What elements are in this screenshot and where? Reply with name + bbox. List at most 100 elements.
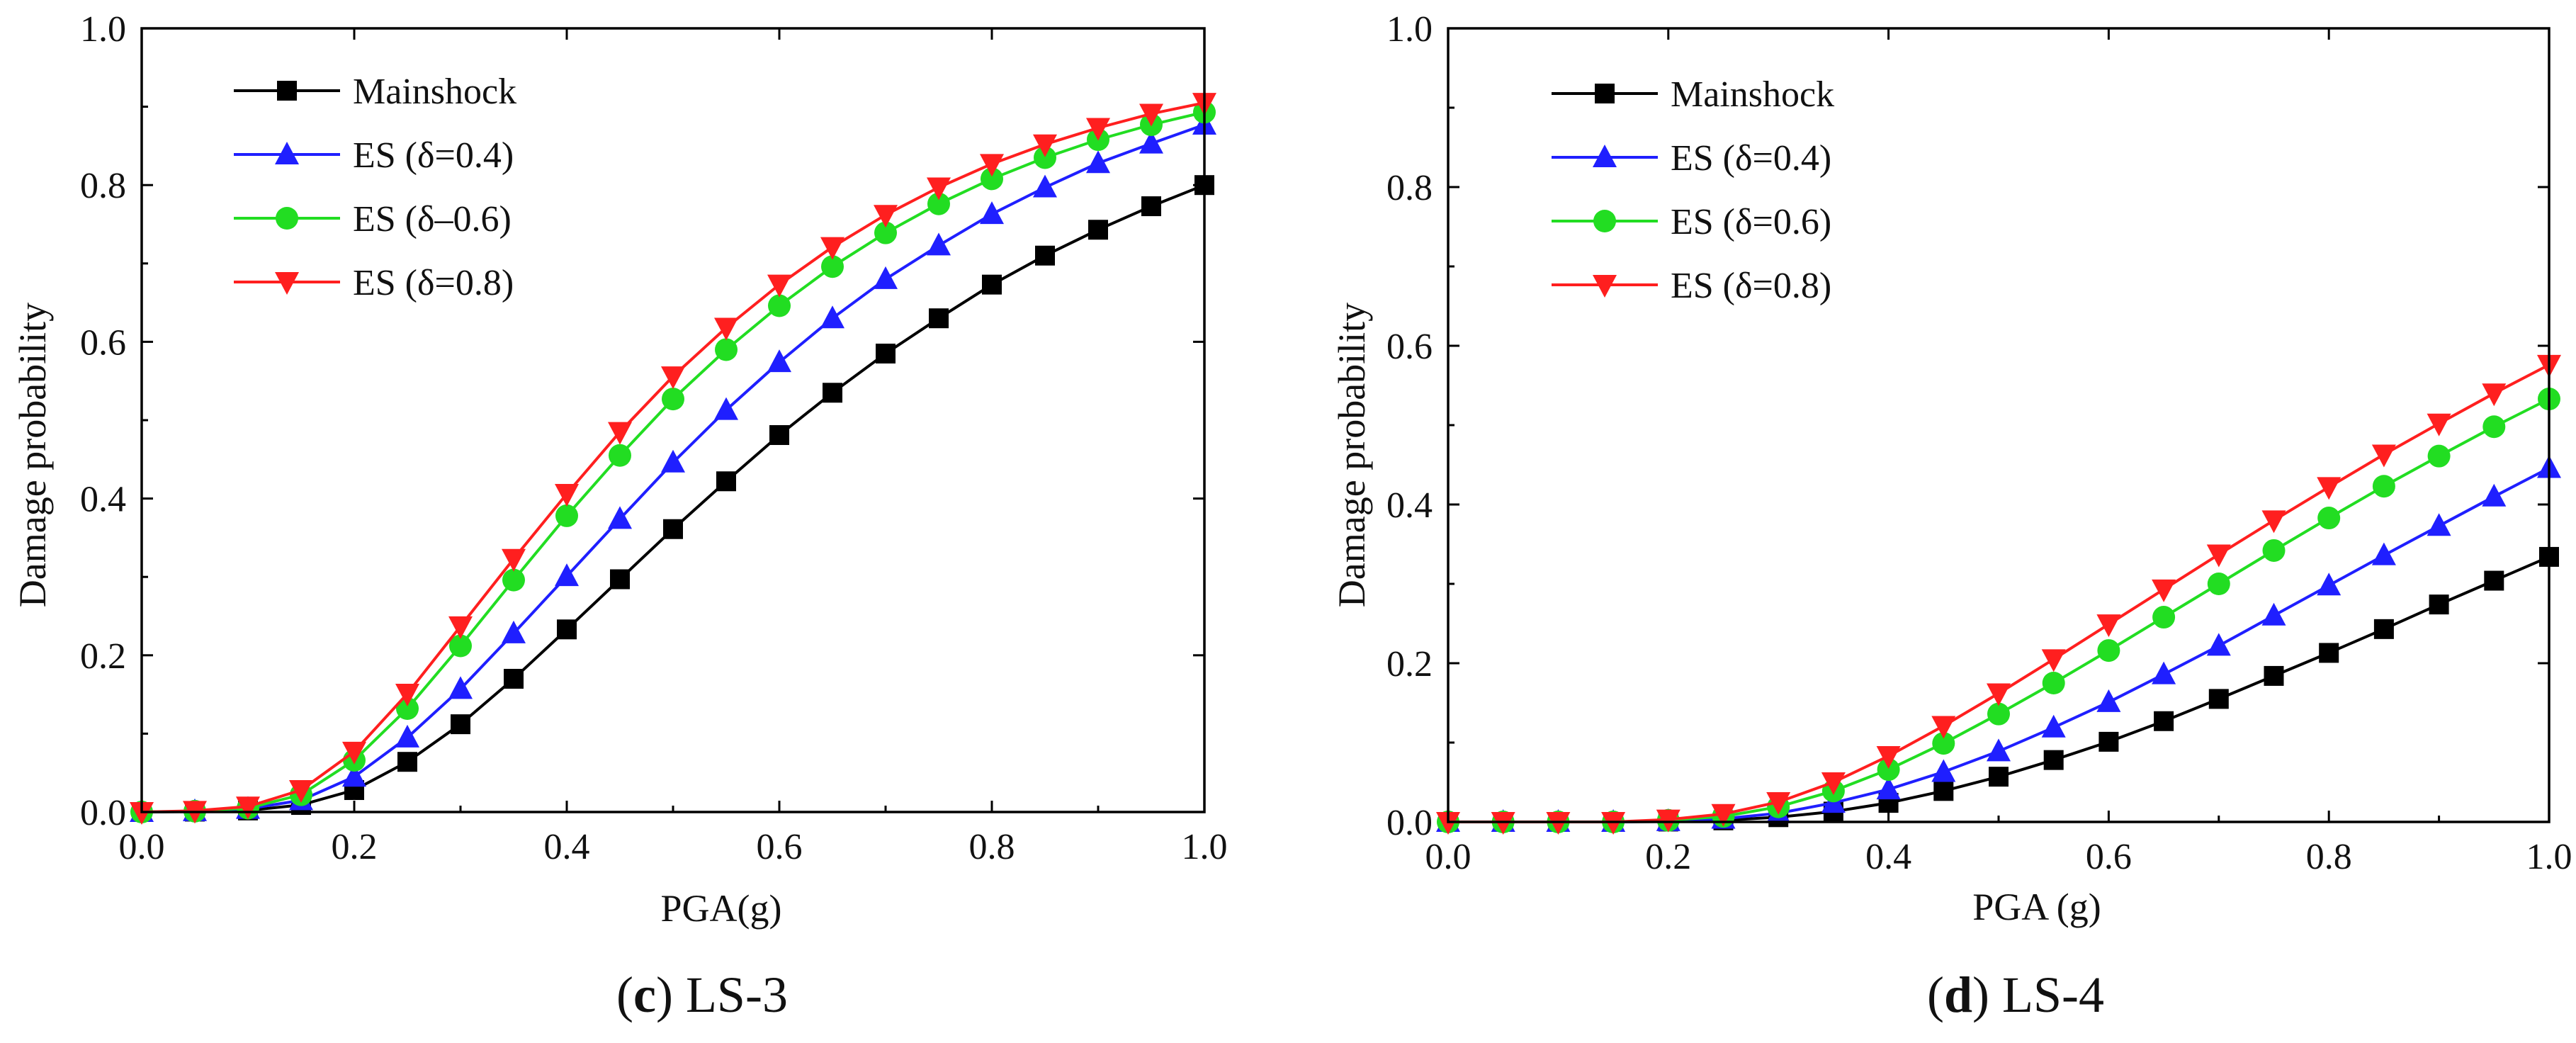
axes-frame-ls4 — [1447, 27, 2550, 823]
data-point-ls3-3 — [820, 237, 844, 260]
data-point-ls3-3 — [1033, 134, 1057, 157]
data-point-ls4-3 — [1987, 683, 2011, 706]
data-point-ls4-2 — [2097, 639, 2120, 663]
data-point-ls4-0 — [2319, 643, 2339, 663]
data-point-ls4-3 — [1931, 716, 1956, 739]
data-point-ls4-2 — [2207, 573, 2230, 595]
data-point-ls3-3 — [661, 366, 685, 390]
data-point-ls4-1 — [2152, 661, 2176, 684]
data-point-ls4-3 — [1711, 804, 1736, 827]
y-tick-label-ls4: 0.8 — [1386, 168, 1433, 208]
data-point-ls3-0 — [982, 274, 1002, 295]
data-point-ls3-0 — [1141, 196, 1161, 217]
data-point-ls3-1 — [395, 724, 419, 748]
data-point-ls4-1 — [1987, 738, 2011, 762]
axes-frame-ls3 — [140, 27, 1206, 813]
y-axis-title-ls3: Damage probability — [11, 303, 54, 607]
data-point-ls4-0 — [2043, 750, 2064, 770]
data-point-ls4-0 — [1989, 767, 2009, 787]
data-point-ls3-3 — [555, 483, 579, 507]
data-point-ls3-1 — [927, 232, 951, 256]
y-tick-label-ls4: 1.0 — [1386, 9, 1433, 50]
data-point-ls4-3 — [1821, 772, 1846, 795]
legend-marker-ls4-2 — [1593, 210, 1616, 232]
data-point-ls3-1 — [714, 397, 738, 420]
data-point-ls4-3 — [2206, 544, 2231, 568]
chart-panel-ls3: 0.0 0.2 0.4 0.6 0.8 1.0 0.0 0.2 0.4 0.6 0.8 1.0 Main… — [11, 9, 1228, 1023]
legend-label-ls3-3: ES (δ=0.8) — [353, 263, 514, 303]
data-point-ls3-1 — [448, 676, 473, 699]
data-point-ls3-0 — [823, 383, 842, 403]
data-point-ls4-3 — [2152, 579, 2176, 602]
x-tick-label-ls4: 0.6 — [2086, 837, 2132, 877]
y-tick-label-ls4: 0.6 — [1386, 327, 1433, 367]
legend-label-ls4-1: ES (δ=0.4) — [1671, 138, 1831, 179]
data-point-ls3-2 — [396, 697, 419, 721]
data-point-ls3-1 — [661, 449, 685, 473]
data-point-ls3-2 — [609, 444, 631, 467]
data-point-ls4-2 — [2317, 507, 2341, 530]
data-point-ls3-0 — [557, 619, 577, 640]
legend-marker-ls3-1 — [275, 142, 299, 164]
data-point-ls3-1 — [1139, 130, 1163, 154]
data-point-ls3-2 — [927, 192, 950, 215]
data-point-ls3-3 — [714, 317, 738, 341]
legend-label-ls4-2: ES (δ=0.6) — [1671, 202, 1831, 242]
data-point-ls4-3 — [1436, 812, 1460, 835]
caption-ls3: (c) LS-3 — [616, 966, 788, 1023]
x-tick-label-ls4: 1.0 — [2526, 837, 2572, 877]
caption-letter-ls4: d — [1944, 966, 1972, 1023]
data-point-ls3-3 — [1086, 118, 1110, 141]
x-tick-label-ls3: 0.6 — [757, 827, 803, 867]
data-point-ls3-0 — [451, 714, 470, 735]
data-point-ls4-3 — [1766, 792, 1791, 815]
series-line-ls3-0 — [141, 184, 1205, 813]
data-point-ls4-1 — [2371, 542, 2396, 565]
data-point-ls3-1 — [502, 620, 526, 643]
plot-area-ls3: 0.0 0.2 0.4 0.6 0.8 1.0 0.0 0.2 0.4 0.6 0.8 1.0 Main… — [80, 9, 1228, 867]
y-tick-label-ls3: 0.0 — [80, 793, 126, 833]
data-point-ls3-2 — [449, 634, 472, 658]
legend-marker-ls3-2 — [276, 207, 298, 230]
legend-marker-ls3-3 — [275, 272, 299, 295]
legend-label-ls3-2: ES (δ–0.6) — [353, 199, 512, 239]
data-point-ls3-0 — [716, 471, 736, 492]
data-point-ls4-2 — [1987, 702, 2010, 726]
data-point-ls4-2 — [2372, 475, 2395, 498]
data-point-ls4-1 — [1931, 759, 1956, 782]
data-point-ls4-0 — [1933, 781, 1954, 801]
data-point-ls3-0 — [610, 569, 630, 590]
data-point-ls3-2 — [874, 221, 897, 244]
data-point-ls4-3 — [2261, 510, 2286, 534]
data-point-ls3-0 — [663, 519, 683, 539]
data-point-ls4-1 — [2427, 513, 2451, 536]
data-point-ls4-1 — [2261, 602, 2286, 626]
x-tick-label-ls3: 0.8 — [969, 827, 1015, 867]
data-point-ls4-3 — [2317, 477, 2341, 500]
data-point-ls3-1 — [608, 506, 632, 529]
x-tick-label-ls4: 0.0 — [1425, 837, 1471, 877]
x-tick-label-ls4: 0.8 — [2306, 837, 2352, 877]
data-point-ls3-0 — [876, 343, 896, 363]
data-point-ls4-3 — [2041, 649, 2066, 672]
data-point-ls4-2 — [2262, 539, 2286, 562]
data-point-ls3-3 — [980, 154, 1004, 177]
y-tick-label-ls3: 0.2 — [80, 636, 126, 677]
x-tick-label-ls3: 0.4 — [544, 827, 590, 867]
data-point-ls4-0 — [2208, 689, 2229, 709]
chart-panel-ls4: 0.0 0.2 0.4 0.6 0.8 1.0 0.0 0.2 0.4 0.6 0.8 1.0 Main… — [1331, 9, 2572, 1023]
x-axis-title-ls3: PGA(g) — [661, 887, 782, 930]
legend-label-ls3-1: ES (δ=0.4) — [353, 135, 514, 176]
legend-label-ls4-0: Mainshock — [1671, 74, 1834, 115]
data-point-ls3-0 — [929, 308, 949, 329]
data-point-ls4-3 — [1876, 746, 1901, 769]
data-point-ls3-3 — [289, 780, 313, 804]
data-point-ls4-2 — [2042, 672, 2065, 694]
data-point-ls3-0 — [504, 668, 524, 689]
data-point-ls3-0 — [397, 752, 417, 772]
y-tick-label-ls3: 1.0 — [80, 9, 126, 50]
data-point-ls4-3 — [1491, 812, 1515, 835]
y-tick-label-ls4: 0.2 — [1386, 644, 1433, 684]
legend-marker-ls4-3 — [1593, 275, 1617, 298]
data-point-ls3-0 — [1035, 245, 1055, 266]
